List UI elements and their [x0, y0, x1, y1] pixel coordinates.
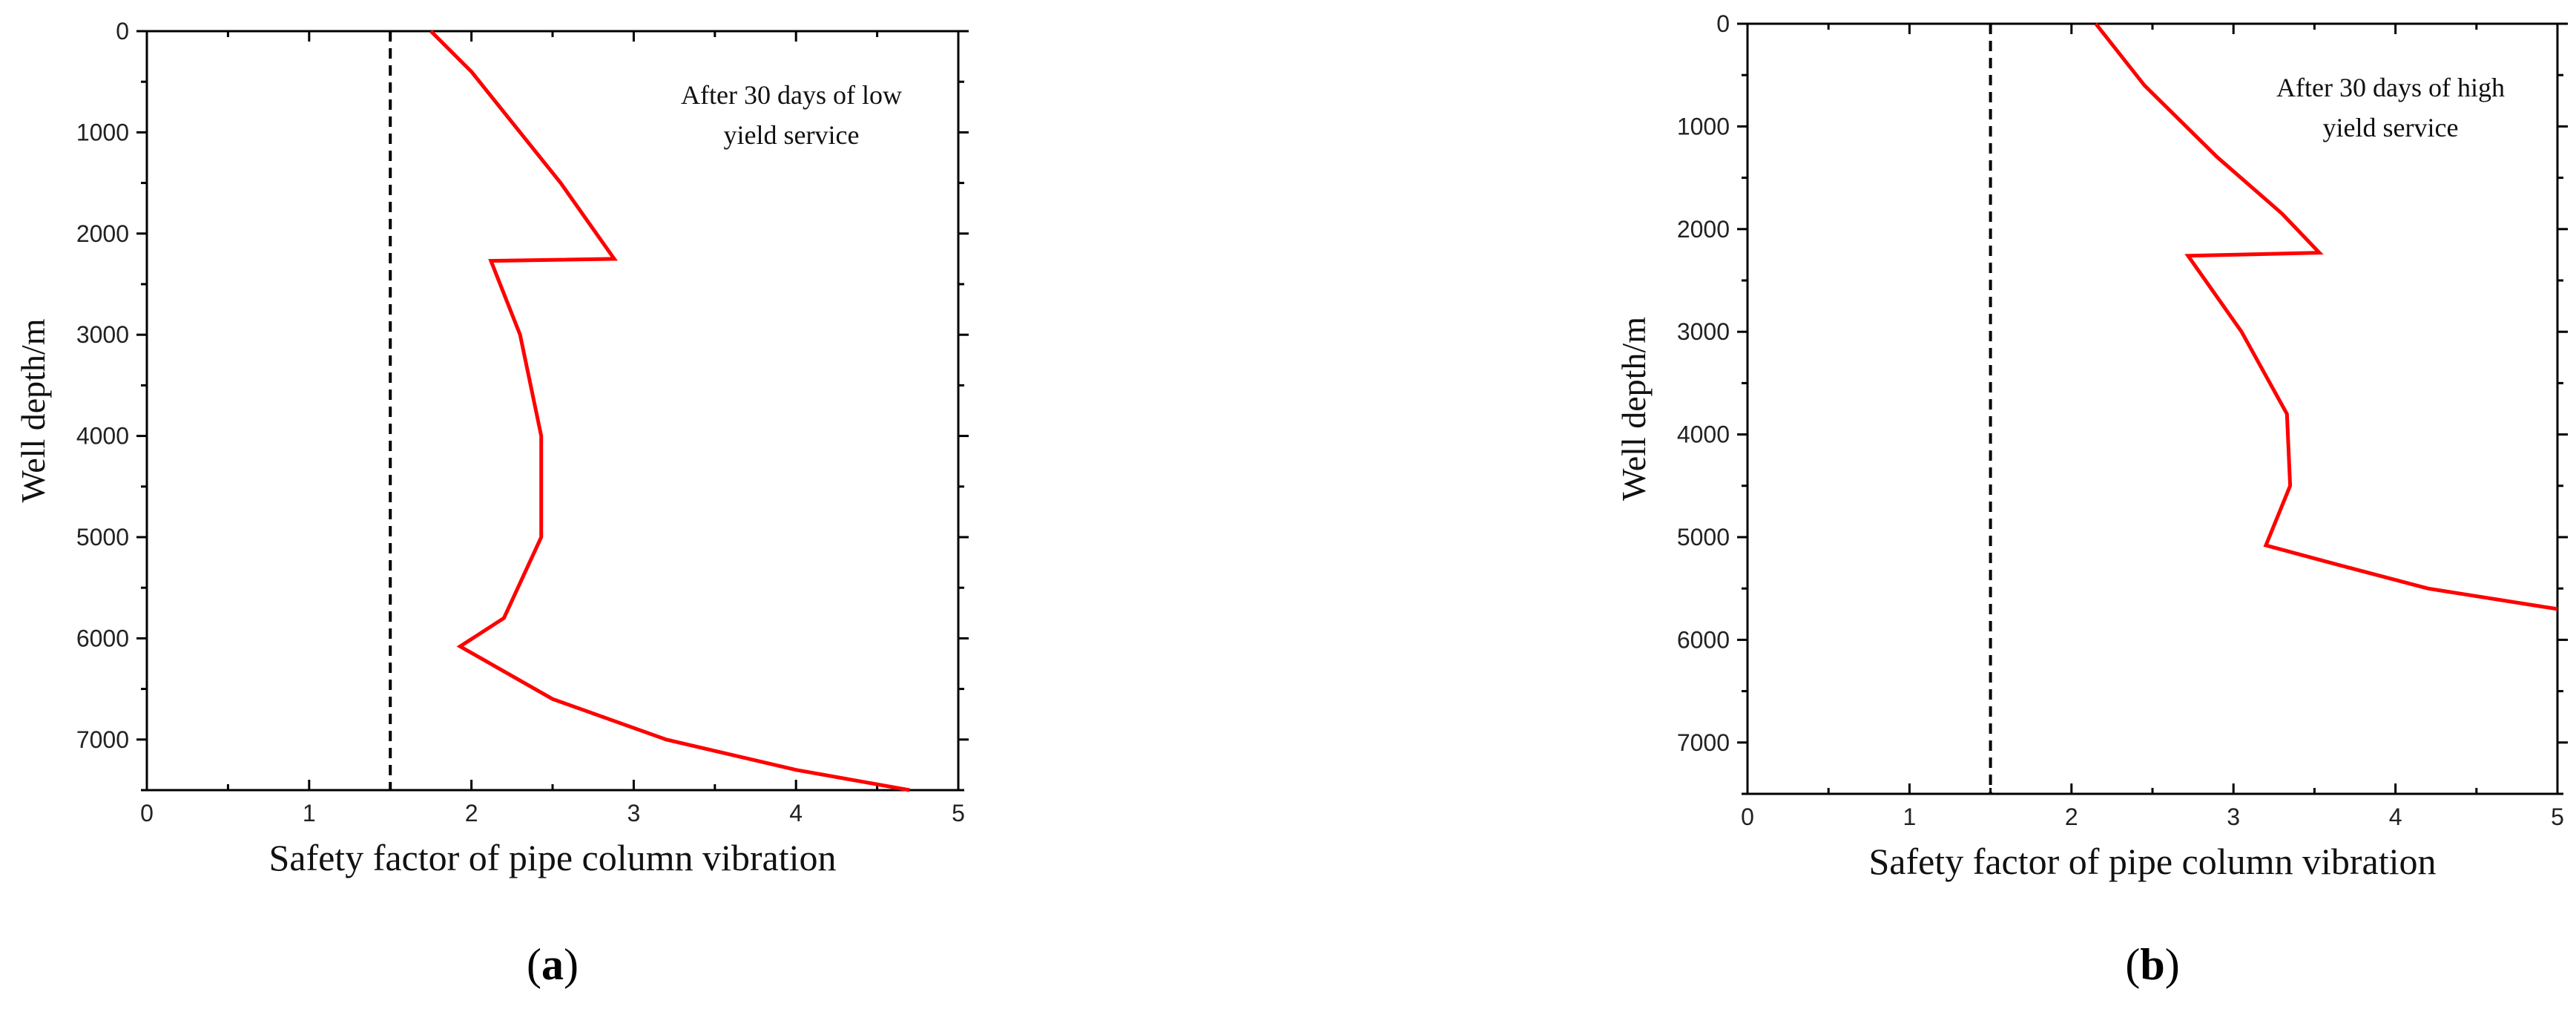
- x-tick-label: 5: [2551, 803, 2564, 830]
- panel-caption: (b): [2125, 940, 2179, 989]
- y-tick-label: 0: [1716, 10, 1730, 37]
- tick-marks: [136, 30, 969, 792]
- y-tick-label: 2000: [76, 220, 129, 247]
- x-axis-title: Safety factor of pipe column vibration: [269, 837, 836, 878]
- y-axis-title: Well depth/m: [14, 318, 52, 502]
- series-line: [429, 30, 910, 792]
- y-axis-title: Well depth/m: [1615, 317, 1653, 501]
- x-tick-label: 5: [952, 800, 965, 826]
- x-tick-label: 4: [789, 800, 803, 826]
- y-tick-label: 7000: [1677, 729, 1730, 756]
- y-tick-label: 6000: [1677, 626, 1730, 653]
- annotation-line-1: After 30 days of high: [2276, 73, 2505, 102]
- y-tick-label: 1000: [1677, 113, 1730, 139]
- y-tick-label: 7000: [76, 726, 129, 753]
- x-tick-label: 2: [2065, 803, 2078, 830]
- annotation-line-1: After 30 days of low: [681, 80, 902, 110]
- series-line: [2094, 22, 2558, 611]
- y-tick-labels: 0 1000 2000 3000 4000 5000 6000 7000: [76, 18, 129, 753]
- y-tick-label: 1000: [76, 119, 129, 145]
- y-tick-label: 3000: [1677, 318, 1730, 345]
- x-axis-title: Safety factor of pipe column vibration: [1868, 841, 2436, 882]
- y-tick-label: 4000: [76, 423, 129, 450]
- annotation-line-2: yield service: [2323, 113, 2459, 142]
- x-tick-label: 0: [140, 800, 154, 826]
- y-tick-label: 4000: [1677, 421, 1730, 448]
- panel-caption: (a): [527, 940, 579, 989]
- tick-marks: [1737, 22, 2568, 795]
- x-tick-label: 1: [1903, 803, 1917, 830]
- x-tick-label: 3: [2227, 803, 2240, 830]
- annotation-line-2: yield service: [724, 120, 860, 150]
- x-tick-label: 1: [303, 800, 316, 826]
- chart-panel-a: 0 1 2 3 4 5 0 1000 2000 3000 4000 5000 6000 7000 Saf…: [14, 18, 969, 989]
- y-tick-label: 6000: [76, 625, 129, 651]
- y-tick-label: 2000: [1677, 216, 1730, 243]
- y-tick-label: 3000: [76, 321, 129, 348]
- y-tick-label: 5000: [76, 524, 129, 550]
- x-tick-label: 2: [465, 800, 478, 826]
- x-tick-labels: 0 1 2 3 4 5: [1741, 803, 2564, 830]
- y-tick-label: 5000: [1677, 524, 1730, 550]
- x-tick-label: 4: [2389, 803, 2402, 830]
- chart-panel-b: 0 1 2 3 4 5 0 1000 2000 3000 4000 5000 6000 7000 Saf…: [1615, 10, 2568, 989]
- x-tick-label: 3: [627, 800, 641, 826]
- x-tick-labels: 0 1 2 3 4 5: [140, 800, 965, 826]
- y-tick-label: 0: [116, 18, 129, 45]
- y-tick-labels: 0 1000 2000 3000 4000 5000 6000 7000: [1677, 10, 1730, 756]
- x-tick-label: 0: [1741, 803, 1754, 830]
